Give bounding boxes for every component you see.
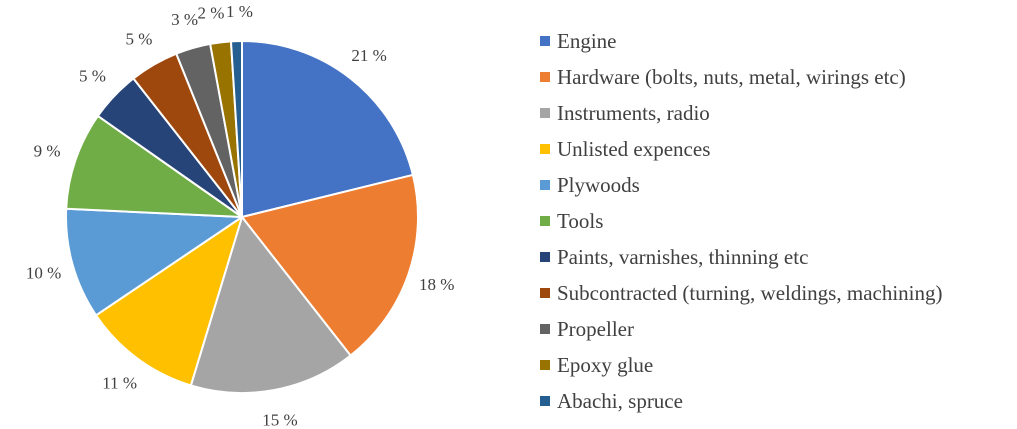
legend-swatch — [540, 252, 550, 262]
legend-label: Subcontracted (turning, weldings, machin… — [557, 280, 943, 305]
slice-label: 5 % — [126, 30, 153, 49]
legend-item: Tools — [540, 203, 943, 239]
legend-label: Engine — [557, 28, 617, 53]
slice-label: 10 % — [26, 264, 61, 283]
slice-label: 18 % — [419, 275, 454, 294]
pie-slice — [95, 216, 243, 387]
legend: Engine Hardware (bolts, nuts, metal, wiri… — [540, 23, 943, 419]
pie-slices — [65, 40, 420, 394]
legend-swatch — [540, 324, 550, 334]
pie-slice — [241, 173, 420, 357]
slice-label: 5 % — [79, 66, 106, 85]
slice-labels: 21 % 18 % 15 % 11 % 10 % 9 % 5 % 5 % 3 % 2 % 1 % — [26, 2, 455, 429]
legend-label: Unlisted expences — [557, 136, 711, 161]
legend-item: Hardware (bolts, nuts, metal, wirings et… — [540, 59, 943, 95]
legend-item: Subcontracted (turning, weldings, machin… — [540, 275, 943, 311]
legend-item: Unlisted expences — [540, 131, 943, 167]
legend-label: Hardware (bolts, nuts, metal, wirings et… — [557, 64, 906, 89]
legend-label: Instruments, radio — [557, 100, 710, 125]
pie-slice — [65, 207, 243, 317]
slice-label: 21 % — [351, 46, 386, 65]
legend-item: Engine — [540, 23, 943, 59]
legend-item: Abachi, spruce — [540, 383, 943, 419]
legend-label: Plywoods — [557, 172, 640, 197]
pie-slice — [241, 40, 414, 218]
slice-label: 3 % — [171, 10, 198, 29]
pie-slice — [189, 216, 352, 394]
legend-item: Epoxy glue — [540, 347, 943, 383]
legend-label: Epoxy glue — [557, 352, 654, 377]
slice-label: 15 % — [262, 411, 297, 429]
legend-item: Instruments, radio — [540, 95, 943, 131]
legend-label: Propeller — [557, 316, 634, 341]
legend-label: Tools — [557, 208, 604, 233]
pie-slice — [65, 114, 243, 218]
legend-label: Paints, varnishes, thinning etc — [557, 244, 809, 269]
slice-label: 9 % — [34, 141, 61, 160]
legend-swatch — [540, 396, 550, 406]
legend-swatch — [540, 36, 550, 46]
slice-label: 1 % — [226, 2, 253, 21]
pie-plot: 21 % 18 % 15 % 11 % 10 % 9 % 5 % 5 % 3 % 2 % 1 % — [26, 2, 455, 429]
legend-swatch — [540, 288, 550, 298]
legend-swatch — [540, 360, 550, 370]
pie-slice — [229, 40, 243, 218]
legend-swatch — [540, 72, 550, 82]
legend-swatch — [540, 180, 550, 190]
legend-label: Abachi, spruce — [557, 388, 683, 413]
slice-label: 11 % — [102, 374, 137, 393]
legend-item: Propeller — [540, 311, 943, 347]
legend-swatch — [540, 108, 550, 118]
legend-swatch — [540, 216, 550, 226]
slice-label: 2 % — [197, 4, 224, 23]
legend-swatch — [540, 144, 550, 154]
legend-item: Paints, varnishes, thinning etc — [540, 239, 943, 275]
legend-item: Plywoods — [540, 167, 943, 203]
